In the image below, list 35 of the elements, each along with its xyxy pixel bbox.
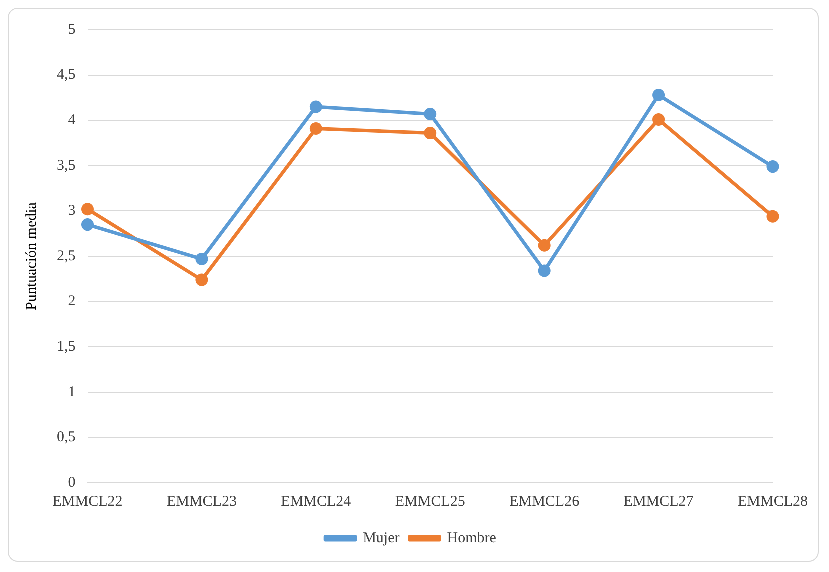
x-tick-label: EMMCL23 — [166, 494, 237, 510]
x-tick-label: EMMCL28 — [738, 494, 808, 510]
point — [652, 113, 666, 126]
x-tick-label: EMMCL25 — [395, 494, 466, 510]
y-tick-label: 2,5 — [57, 248, 76, 264]
y-tick-label: 2 — [68, 294, 76, 310]
point — [766, 160, 780, 174]
point — [82, 218, 94, 232]
point — [82, 203, 94, 216]
x-tick-label: EMMCL22 — [52, 494, 123, 510]
point — [310, 100, 322, 114]
legend-label: Mujer — [363, 530, 400, 546]
point — [538, 264, 551, 278]
y-tick-label: 1,5 — [57, 339, 76, 356]
x-tick-label: EMMCL24 — [281, 494, 352, 510]
y-axis-title: Puntuación media — [24, 202, 40, 310]
y-tick-label: 4,5 — [57, 67, 76, 84]
y-tick-label: 0,5 — [57, 430, 76, 446]
x-tick-label: EMMCL26 — [510, 494, 580, 510]
y-tick-label: 5 — [68, 22, 76, 38]
y-tick-label: 0 — [68, 474, 76, 491]
point — [424, 127, 437, 140]
point — [424, 108, 437, 121]
point — [196, 252, 208, 266]
point — [310, 122, 322, 136]
y-tick-label: 3,5 — [57, 158, 76, 174]
point — [766, 210, 780, 223]
y-tick-label: 3 — [68, 203, 76, 220]
x-tick-label: EMMCL27 — [624, 494, 694, 510]
legend-label: Hombre — [447, 530, 497, 546]
point — [538, 239, 551, 252]
y-tick-label: 4 — [68, 112, 76, 129]
point — [196, 274, 208, 286]
point — [652, 88, 666, 102]
y-tick-label: 1 — [68, 384, 76, 400]
